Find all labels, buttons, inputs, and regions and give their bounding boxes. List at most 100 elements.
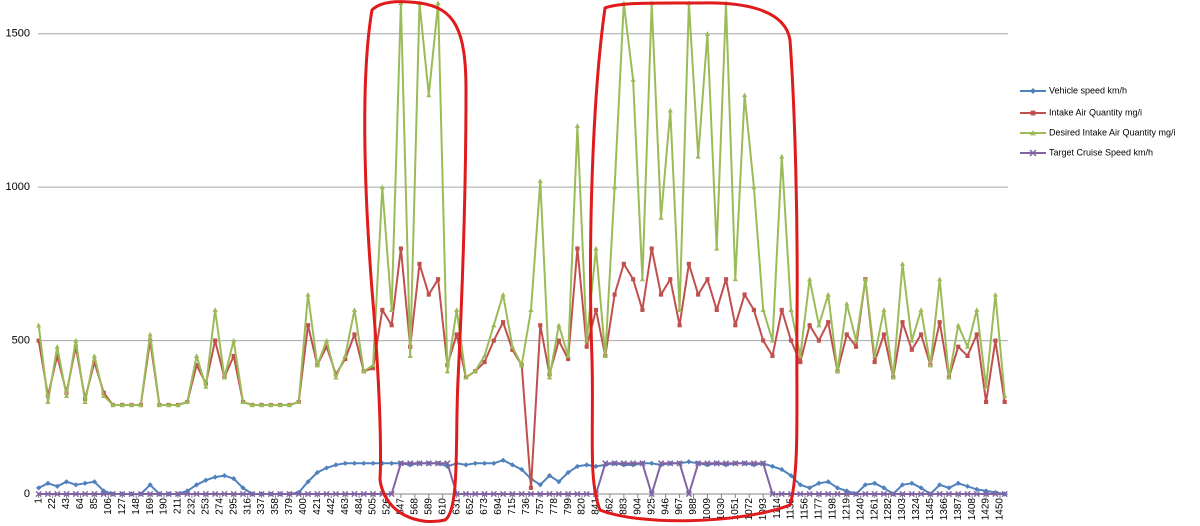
marker — [761, 338, 766, 343]
marker — [472, 490, 479, 498]
marker — [82, 399, 88, 405]
x-tick-label: 295 — [228, 498, 239, 515]
marker — [556, 322, 562, 328]
marker — [974, 307, 980, 312]
marker — [750, 460, 758, 467]
marker — [834, 368, 841, 374]
marker — [574, 123, 581, 128]
marker — [193, 490, 200, 498]
marker — [351, 490, 358, 498]
marker — [881, 332, 887, 337]
marker — [657, 460, 665, 467]
x-tick-label: 253 — [200, 498, 211, 515]
marker — [305, 323, 311, 328]
marker — [918, 485, 924, 491]
marker — [900, 320, 905, 325]
marker — [491, 338, 496, 343]
x-tick-label: 400 — [298, 498, 309, 515]
marker — [705, 277, 710, 282]
marker — [528, 307, 534, 312]
marker — [826, 320, 831, 325]
marker — [834, 490, 841, 498]
marker — [175, 402, 181, 408]
x-tick-label: 232 — [187, 498, 198, 515]
marker — [249, 490, 256, 498]
marker — [537, 178, 543, 184]
marker — [509, 490, 516, 498]
x-tick-label: 1219 — [841, 498, 852, 521]
marker — [55, 353, 60, 359]
marker — [286, 490, 293, 498]
marker — [212, 490, 219, 498]
marker — [519, 362, 525, 368]
marker — [314, 490, 321, 498]
marker — [138, 402, 144, 408]
marker — [704, 460, 711, 467]
x-tick-label: 484 — [354, 498, 365, 515]
marker — [481, 460, 488, 466]
marker — [332, 490, 340, 498]
marker — [564, 490, 572, 498]
marker — [54, 483, 60, 489]
marker — [45, 399, 51, 405]
x-tick-label: 1135 — [786, 498, 797, 520]
marker — [435, 277, 441, 282]
marker — [407, 460, 414, 467]
marker — [286, 402, 293, 408]
marker — [304, 490, 312, 498]
marker — [862, 276, 868, 282]
marker — [584, 462, 590, 468]
marker — [397, 460, 405, 467]
marker — [797, 490, 804, 498]
x-tick-label: 358 — [270, 498, 281, 515]
marker — [788, 472, 794, 479]
marker — [742, 292, 747, 297]
marker — [342, 490, 349, 498]
x-tick-label: 1261 — [869, 498, 880, 521]
marker — [779, 307, 784, 312]
marker — [722, 460, 730, 467]
x-tick-label: 190 — [159, 498, 170, 515]
marker — [741, 460, 748, 467]
x-tick-label: 211 — [173, 498, 184, 514]
marker — [899, 490, 906, 498]
marker — [147, 482, 153, 488]
marker — [435, 0, 441, 6]
marker — [602, 353, 608, 359]
marker — [815, 490, 823, 498]
y-tick-label: 1000 — [6, 181, 30, 193]
marker — [193, 353, 200, 359]
marker — [575, 246, 580, 251]
marker — [844, 488, 850, 494]
x-tick-label: 421 — [312, 498, 323, 515]
marker — [212, 307, 218, 312]
marker — [221, 490, 228, 498]
marker — [491, 460, 497, 466]
marker — [658, 292, 664, 297]
marker — [992, 291, 998, 297]
marker — [556, 338, 561, 343]
marker — [733, 323, 738, 328]
x-tick-label: 64 — [75, 498, 86, 510]
x-tick-label: 547 — [396, 498, 407, 515]
marker — [426, 292, 431, 297]
marker — [323, 490, 330, 498]
marker — [797, 482, 803, 488]
marker — [537, 490, 544, 498]
x-tick-label: 442 — [326, 498, 337, 515]
x-tick-label: 820 — [577, 498, 588, 515]
x-tick-label: 1240 — [855, 498, 866, 521]
marker — [481, 353, 488, 359]
marker — [110, 402, 116, 408]
x-tick-label: 694 — [493, 498, 504, 515]
marker — [100, 490, 107, 498]
marker — [816, 338, 821, 343]
marker — [890, 490, 897, 498]
marker — [352, 332, 357, 337]
x-tick-label: 1009 — [702, 498, 713, 521]
marker — [481, 490, 488, 498]
marker — [917, 490, 925, 498]
marker — [509, 462, 515, 468]
marker — [351, 460, 358, 466]
marker — [593, 307, 599, 312]
